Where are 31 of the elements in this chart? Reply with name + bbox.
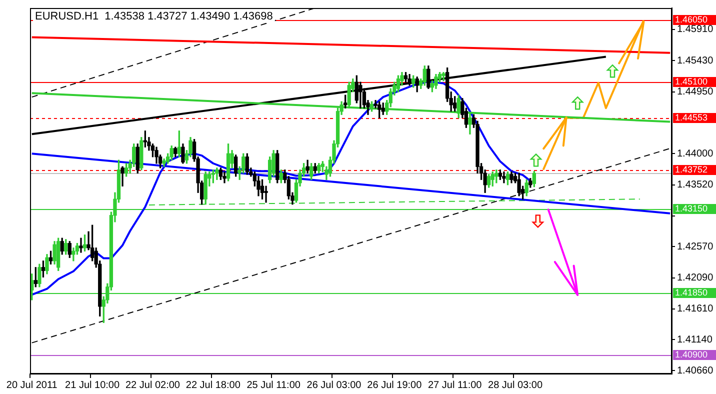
ref-line-label: 1.43150 <box>675 203 708 214</box>
chart-title: EURUSD.H1 1.43538 1.43727 1.43490 1.43698 <box>35 10 273 23</box>
x-tick-label: 26 Jul 19:00 <box>367 380 422 391</box>
x-tick-label: 27 Jul 11:00 <box>428 380 482 391</box>
y-tick-label: 1.45430 <box>677 55 714 66</box>
x-tick-label: 22 Jul 02:00 <box>125 380 180 391</box>
y-tick-label: 1.41140 <box>677 334 713 346</box>
candlestick <box>502 171 506 184</box>
y-tick-label: 1.42090 <box>677 272 714 284</box>
x-tick-label: 26 Jul 03:00 <box>306 380 362 391</box>
y-tick-label: 1.44950 <box>677 86 714 98</box>
y-tick-label: 1.44000 <box>677 148 714 160</box>
y-tick-label: 1.42570 <box>677 241 714 252</box>
candlestick <box>79 238 83 253</box>
y-tick-label: 1.43520 <box>677 180 714 191</box>
y-tick-label: 1.41610 <box>677 304 714 315</box>
x-tick-label: 28 Jul 03:00 <box>488 380 543 391</box>
ref-line-label: 1.44553 <box>675 112 708 122</box>
y-tick-label: 1.45910 <box>677 24 714 36</box>
x-tick-label: 22 Jul 18:00 <box>186 380 241 391</box>
x-tick-label: 20 Jul 2011 <box>6 380 58 391</box>
candlestick <box>264 186 268 203</box>
ref-line-label: 1.43752 <box>675 164 708 174</box>
ref-line-label: 1.40900 <box>675 349 708 360</box>
ref-line-label: 1.45100 <box>675 76 708 86</box>
candlestick <box>222 171 226 184</box>
ref-line-label: 1.46050 <box>675 14 708 24</box>
y-tick-label: 1.40660 <box>677 366 714 376</box>
x-tick-label: 25 Jul 11:00 <box>246 380 301 391</box>
x-tick-label: 21 Jul 10:00 <box>65 380 120 391</box>
ref-line-label: 1.41850 <box>675 287 708 298</box>
